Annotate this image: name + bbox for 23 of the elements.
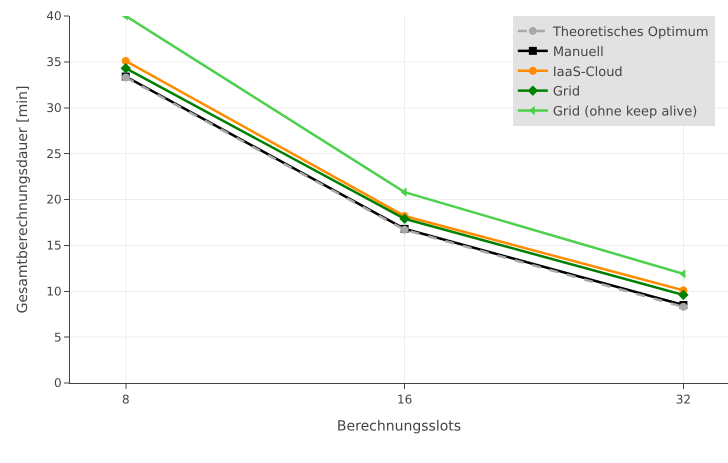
x-tick-label: 16 [396,392,412,406]
legend-label: IaaS-Cloud [552,64,623,80]
legend-label: Grid [552,84,580,100]
point [399,214,410,224]
legend-label: Manuell [552,44,604,60]
y-axis-title: Gesamtberechnungsdauer [min] [14,86,31,314]
y-tick-label: 15 [46,238,62,253]
y-tick-label: 5 [54,330,62,344]
legend-label: Grid (ohne keep alive) [552,104,698,120]
point [678,290,689,300]
y-tick-label: 10 [46,284,62,298]
point [120,63,131,74]
y-tick-label: 30 [46,100,62,115]
y-tick-label: 20 [46,192,62,207]
y-tick-label: 0 [54,376,62,390]
legend-label: Theoretisches Optimum [552,25,709,40]
x-tick-label: 32 [676,392,692,406]
x-axis-title: Berechnungsslots [336,418,462,435]
point [122,56,130,65]
y-tick-label: 35 [46,55,62,70]
x-tick-label: 8 [122,392,130,406]
y-tick-label: 25 [46,146,62,161]
y-tick-label: 40 [46,9,62,24]
